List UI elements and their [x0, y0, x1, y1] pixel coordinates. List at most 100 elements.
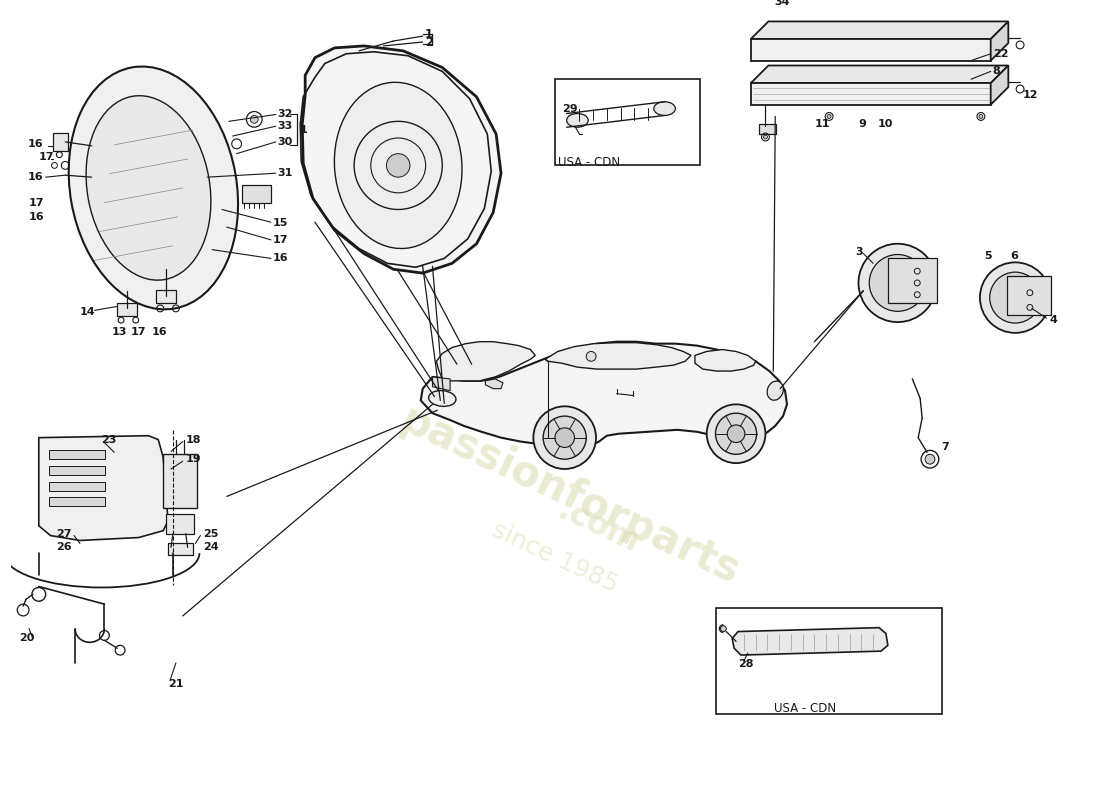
- Text: 7: 7: [942, 442, 949, 453]
- Ellipse shape: [767, 381, 783, 400]
- Text: USA - CDN: USA - CDN: [773, 702, 836, 715]
- Text: 31: 31: [278, 168, 293, 178]
- Text: 10: 10: [878, 119, 893, 130]
- Text: 34: 34: [774, 0, 790, 7]
- Ellipse shape: [980, 262, 1050, 333]
- Text: passionforparts: passionforparts: [393, 399, 746, 594]
- Circle shape: [763, 135, 768, 139]
- Bar: [117, 302, 136, 316]
- Text: 16: 16: [28, 172, 44, 182]
- Circle shape: [543, 416, 586, 459]
- Bar: [716, 608, 942, 714]
- Text: 1: 1: [299, 125, 307, 135]
- Text: 2: 2: [425, 35, 432, 49]
- Bar: [156, 290, 176, 303]
- Text: 8: 8: [992, 66, 1000, 76]
- Text: 15: 15: [273, 218, 288, 228]
- Text: 9: 9: [858, 119, 867, 130]
- Polygon shape: [751, 66, 1009, 83]
- Text: 3: 3: [856, 246, 864, 257]
- Circle shape: [586, 351, 596, 362]
- Polygon shape: [485, 379, 503, 389]
- Polygon shape: [733, 628, 888, 655]
- Text: 23: 23: [101, 434, 117, 445]
- Ellipse shape: [429, 390, 456, 406]
- Text: 16: 16: [29, 212, 45, 222]
- Text: 11: 11: [814, 119, 829, 130]
- Polygon shape: [546, 342, 691, 369]
- Bar: [53, 133, 68, 150]
- Ellipse shape: [566, 114, 588, 127]
- Text: 21: 21: [168, 679, 184, 690]
- Circle shape: [534, 406, 596, 469]
- Text: 20: 20: [19, 634, 34, 643]
- Bar: [242, 185, 271, 202]
- Polygon shape: [751, 83, 991, 105]
- Text: 17: 17: [29, 198, 44, 208]
- Polygon shape: [751, 22, 1009, 39]
- Text: 27: 27: [56, 529, 73, 538]
- Polygon shape: [432, 377, 450, 390]
- Text: since 1985: since 1985: [488, 518, 622, 597]
- Polygon shape: [991, 66, 1009, 105]
- Circle shape: [727, 425, 745, 442]
- Text: 6: 6: [1010, 251, 1019, 262]
- Text: 17: 17: [39, 151, 54, 162]
- Text: 24: 24: [204, 542, 219, 552]
- Ellipse shape: [653, 102, 675, 115]
- Circle shape: [720, 626, 726, 631]
- FancyBboxPatch shape: [554, 79, 700, 166]
- Ellipse shape: [334, 82, 462, 249]
- Ellipse shape: [86, 96, 211, 280]
- Text: 19: 19: [186, 454, 201, 464]
- Text: 12: 12: [1023, 90, 1038, 100]
- Circle shape: [251, 115, 258, 123]
- Text: 29: 29: [562, 104, 578, 114]
- Polygon shape: [991, 22, 1009, 61]
- Circle shape: [554, 428, 574, 447]
- Text: 16: 16: [28, 139, 44, 149]
- Ellipse shape: [68, 66, 238, 310]
- Text: 18: 18: [186, 434, 201, 445]
- Circle shape: [979, 114, 983, 118]
- Ellipse shape: [869, 254, 926, 311]
- Text: 32: 32: [278, 110, 293, 119]
- Polygon shape: [751, 39, 991, 61]
- Bar: [48, 482, 106, 490]
- Bar: [759, 124, 777, 134]
- Text: 22: 22: [992, 49, 1008, 58]
- Text: 30: 30: [278, 137, 293, 147]
- Text: 5: 5: [983, 251, 991, 262]
- Polygon shape: [695, 350, 756, 371]
- Circle shape: [386, 154, 410, 177]
- Bar: [168, 543, 192, 555]
- Bar: [1008, 276, 1052, 315]
- Ellipse shape: [990, 272, 1041, 323]
- Text: 28: 28: [738, 659, 754, 669]
- Circle shape: [925, 454, 935, 464]
- Text: USA - CDN: USA - CDN: [558, 156, 620, 169]
- Text: .com: .com: [553, 495, 645, 560]
- Polygon shape: [437, 342, 536, 381]
- Text: 25: 25: [204, 529, 219, 538]
- Polygon shape: [420, 342, 786, 450]
- Text: 26: 26: [56, 542, 73, 552]
- Text: 33: 33: [278, 122, 293, 131]
- Text: 16: 16: [273, 254, 288, 263]
- Text: 16: 16: [152, 327, 167, 337]
- Polygon shape: [39, 436, 168, 541]
- Bar: [48, 498, 106, 506]
- Text: 4: 4: [1049, 315, 1057, 325]
- Bar: [166, 514, 194, 534]
- Text: 17: 17: [273, 235, 288, 245]
- Circle shape: [715, 413, 757, 454]
- Bar: [48, 450, 106, 459]
- Text: 14: 14: [80, 307, 96, 318]
- Circle shape: [706, 404, 766, 463]
- Text: 1: 1: [425, 28, 432, 41]
- Ellipse shape: [858, 244, 937, 322]
- Text: 17: 17: [131, 327, 146, 337]
- Text: 13: 13: [111, 327, 126, 337]
- Circle shape: [827, 114, 832, 118]
- Bar: [48, 466, 106, 475]
